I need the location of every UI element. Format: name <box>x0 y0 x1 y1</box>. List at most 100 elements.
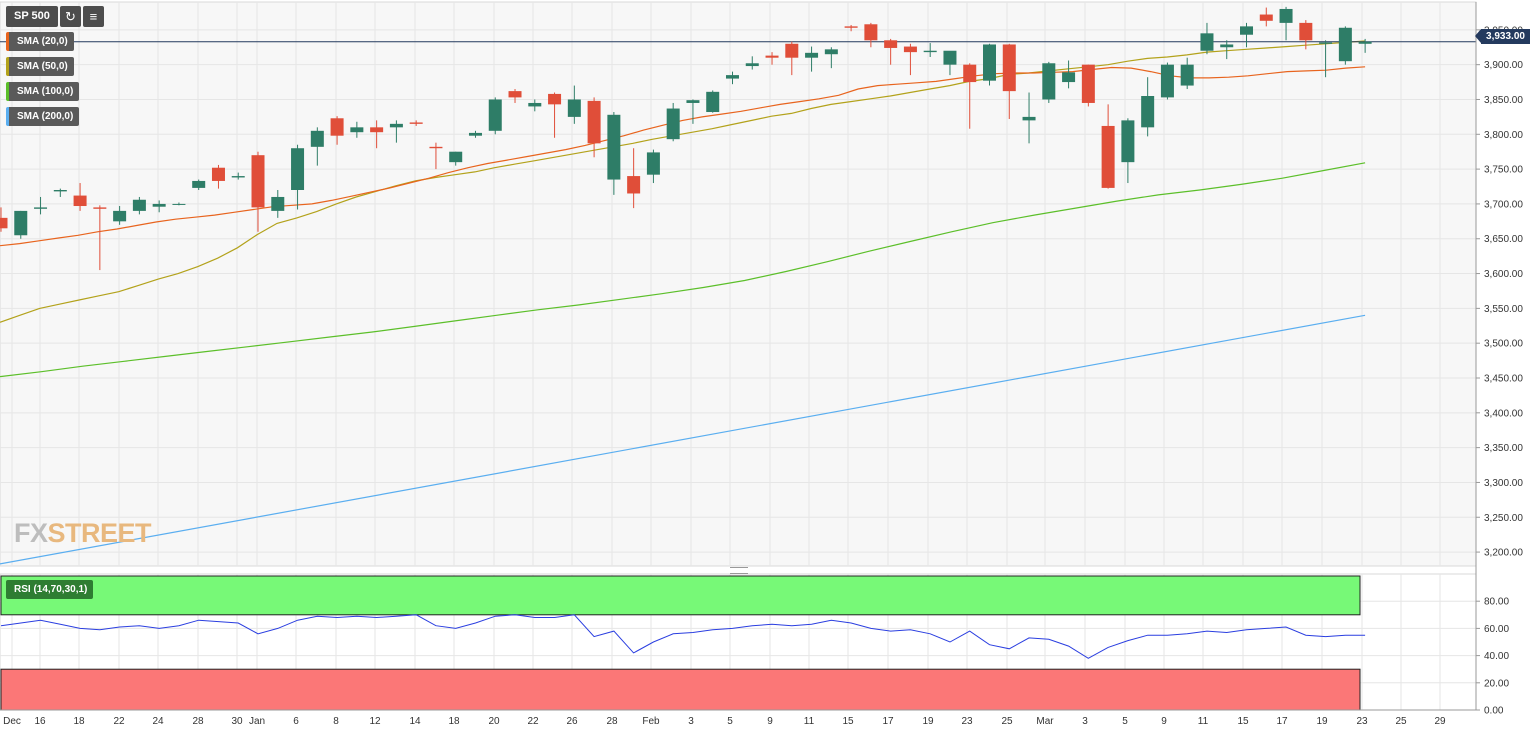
candle-body <box>567 99 581 117</box>
indicator-rsi[interactable]: RSI (14,70,30,1) <box>6 580 94 599</box>
candle-body <box>1299 22 1313 41</box>
candle-body <box>745 63 759 67</box>
x-tick-label: 18 <box>73 716 85 727</box>
candle-body <box>310 130 324 147</box>
candle-body <box>1101 125 1115 188</box>
x-tick-label: 15 <box>842 716 854 727</box>
candle-body <box>53 190 67 192</box>
x-tick-label: 17 <box>1276 716 1288 727</box>
x-tick-label: 28 <box>192 716 204 727</box>
candle-body <box>73 195 87 207</box>
y-tick-label: 3,400.00 <box>1484 408 1523 419</box>
candle-body <box>0 217 8 229</box>
candle-body <box>172 203 186 205</box>
candle-body <box>389 123 403 128</box>
rsi-oversold-band <box>0 668 1361 711</box>
chart-settings-icon[interactable]: ≡ <box>82 6 104 27</box>
x-tick-label: 26 <box>566 716 578 727</box>
candle-body <box>370 127 384 133</box>
x-tick-label: 3 <box>1082 716 1088 727</box>
candle-body <box>983 44 996 81</box>
sma200-line <box>0 314 1366 565</box>
x-tick-label: 5 <box>727 716 733 727</box>
candle-body <box>251 155 265 208</box>
watermark-fx: FX <box>14 518 48 548</box>
candle-body <box>1002 44 1016 92</box>
candle-body <box>824 49 838 55</box>
candle-body <box>449 151 463 163</box>
x-tick-label: 20 <box>488 716 500 727</box>
candle-body <box>903 46 917 53</box>
candle-body <box>1121 120 1135 163</box>
rsi-y-tick-label: 20.00 <box>1484 678 1509 689</box>
rsi-y-tick-label: 40.00 <box>1484 651 1509 662</box>
candle-body <box>725 75 739 79</box>
x-tick-label: 30 <box>231 716 243 727</box>
candle-body <box>350 127 364 133</box>
refresh-icon[interactable]: ↻ <box>59 6 81 27</box>
indicator-sma20[interactable]: SMA (20,0) <box>6 32 74 51</box>
watermark-street: STREET <box>47 518 152 548</box>
x-tick-label: 11 <box>804 716 815 727</box>
x-tick-label: 3 <box>688 716 694 727</box>
y-tick-label: 3,750.00 <box>1484 165 1523 176</box>
x-tick-label: 5 <box>1122 716 1128 727</box>
candle-body <box>1240 26 1254 35</box>
x-tick-label: 24 <box>152 716 164 727</box>
x-tick-label: Feb <box>642 716 660 727</box>
symbol-label[interactable]: SP 500 <box>6 6 58 27</box>
candle-body <box>211 167 225 181</box>
last-price-badge: 3,933.00 <box>1475 29 1530 44</box>
x-tick-label: 14 <box>409 716 421 727</box>
candle-body <box>765 55 779 58</box>
candle-body <box>1319 42 1333 44</box>
candle-body <box>666 108 680 140</box>
candle-body <box>1358 41 1372 44</box>
candle-body <box>14 210 28 236</box>
candle-body <box>548 93 562 105</box>
candle-body <box>1220 44 1234 48</box>
candle-body <box>923 50 937 53</box>
pane-resize-handle[interactable] <box>730 567 748 574</box>
indicator-sma50[interactable]: SMA (50,0) <box>6 57 74 76</box>
y-tick-label: 3,850.00 <box>1484 95 1523 106</box>
candle-body <box>1338 27 1352 62</box>
rsi-y-tick-label: 0.00 <box>1484 706 1504 717</box>
x-tick-label: 9 <box>1161 716 1167 727</box>
candle-body <box>943 50 957 65</box>
y-tick-label: 3,300.00 <box>1484 478 1523 489</box>
candle-body <box>1022 116 1036 121</box>
indicator-sma200[interactable]: SMA (200,0) <box>6 107 80 126</box>
y-tick-label: 3,600.00 <box>1484 269 1523 280</box>
candle-body <box>1062 72 1076 83</box>
sma100-line <box>0 162 1366 378</box>
y-tick-label: 3,900.00 <box>1484 60 1523 71</box>
candle-body <box>429 146 443 149</box>
x-tick-label: 22 <box>113 716 125 727</box>
y-tick-label: 3,200.00 <box>1484 548 1523 559</box>
candle-body <box>607 114 621 180</box>
x-tick-label: 19 <box>1316 716 1328 727</box>
candle-body <box>34 207 48 209</box>
fxstreet-watermark: FXSTREET <box>14 518 152 549</box>
candle-body <box>706 91 720 113</box>
x-tick-label: 18 <box>448 716 460 727</box>
x-tick-label: 12 <box>369 716 381 727</box>
candle-body <box>132 199 146 211</box>
candle-body <box>963 64 977 83</box>
indicator-sma100[interactable]: SMA (100,0) <box>6 82 80 101</box>
x-tick-label: 29 <box>1434 716 1446 727</box>
candle-body <box>785 43 799 58</box>
x-tick-label: 6 <box>293 716 299 727</box>
y-tick-label: 3,700.00 <box>1484 199 1523 210</box>
chart-toolbar: SP 500 ↻ ≡ <box>6 6 104 27</box>
candle-body <box>1160 64 1174 98</box>
candle-body <box>409 122 423 124</box>
candle-body <box>330 118 344 136</box>
x-tick-label: Jan <box>249 716 265 727</box>
candle-body <box>93 207 107 209</box>
candle-body <box>1279 8 1293 23</box>
candle-body <box>1259 14 1273 21</box>
x-tick-label: 28 <box>606 716 618 727</box>
rsi-line <box>0 614 1366 659</box>
